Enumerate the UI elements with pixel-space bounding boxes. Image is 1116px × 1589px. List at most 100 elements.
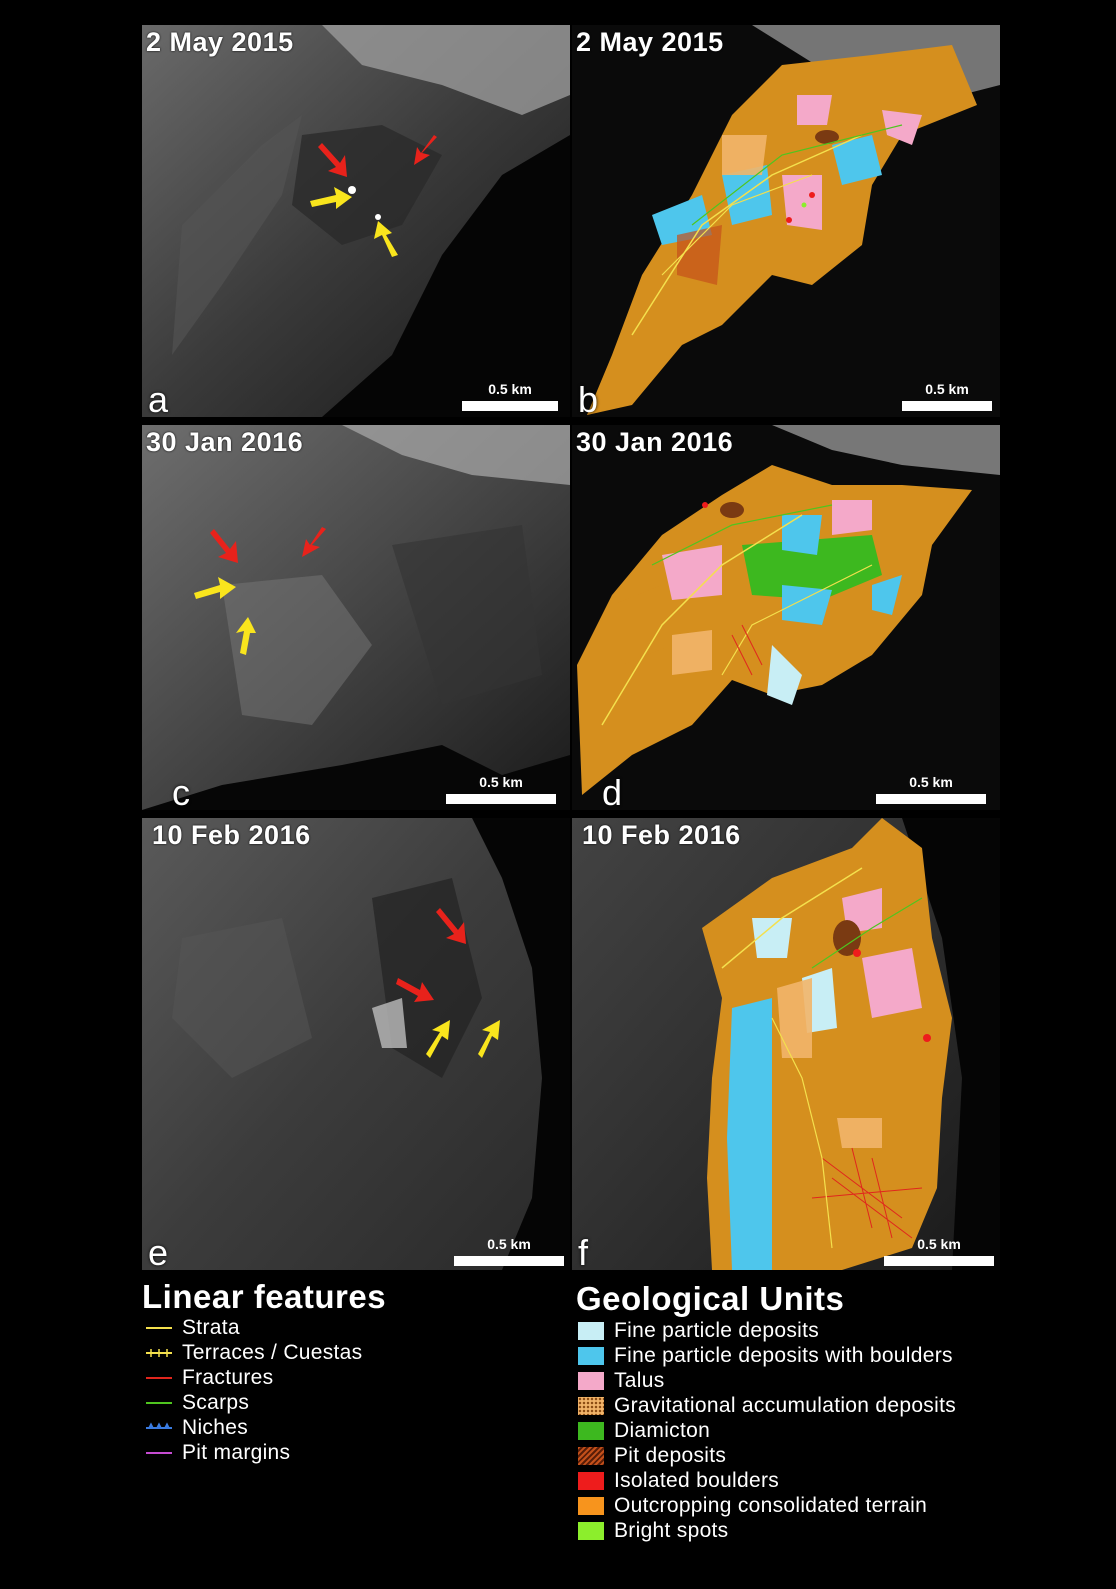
scale-label: 0.5 km — [917, 1236, 961, 1252]
legend-item-bright-spots: Bright spots — [578, 1518, 956, 1543]
legend-item-fine-particle-boulders: Fine particle deposits with boulders — [578, 1343, 956, 1368]
legend-label: Outcropping consolidated terrain — [614, 1493, 928, 1517]
panel-letter: f — [578, 1232, 589, 1270]
legend-item-fine-particle: Fine particle deposits — [578, 1318, 956, 1343]
fine-particle-swatch — [578, 1321, 604, 1340]
panel-b: 2 May 2015 b 0.5 km — [572, 25, 1000, 417]
panel-letter: c — [172, 772, 190, 810]
scale-bar-line — [884, 1256, 994, 1266]
panel-a: 2 May 2015 a 0.5 km — [142, 25, 570, 417]
scale-bar: 0.5 km — [902, 381, 992, 411]
arrows-e — [396, 908, 500, 1058]
scale-bar: 0.5 km — [876, 774, 986, 804]
linear-features-title: Linear features — [142, 1278, 387, 1315]
panel-letter: b — [578, 379, 599, 417]
legend-label: Fractures — [182, 1365, 274, 1389]
isolated-boulders-swatch — [578, 1471, 604, 1490]
legend-item-pit-margins: Pit margins — [146, 1440, 362, 1465]
geological-units-title: Geological Units — [576, 1280, 845, 1317]
scale-bar-line — [454, 1256, 564, 1266]
scale-bar: 0.5 km — [446, 774, 556, 804]
legend-label: Scarps — [182, 1390, 250, 1414]
red-arrow — [302, 527, 326, 557]
legend-label: Gravitational accumulation deposits — [614, 1393, 957, 1417]
red-arrow — [396, 978, 434, 1002]
scale-bar-line — [446, 794, 556, 804]
panel-date: 2 May 2015 — [146, 27, 294, 57]
scale-label: 0.5 km — [479, 774, 523, 790]
pit-deposits-swatch — [578, 1446, 604, 1465]
comet-image-e — [142, 818, 570, 1270]
legend-item-strata: Strata — [146, 1315, 362, 1340]
panel-date: 30 Jan 2016 — [146, 427, 304, 457]
talus-swatch — [578, 1371, 604, 1390]
fine-particle-boulders-swatch — [578, 1346, 604, 1365]
legend-label: Talus — [614, 1368, 665, 1392]
legend-item-outcropping: Outcropping consolidated terrain — [578, 1493, 956, 1518]
legend-label: Fine particle deposits — [614, 1318, 820, 1342]
yellow-arrow — [310, 187, 352, 209]
legend-item-niches: Niches — [146, 1415, 362, 1440]
yellow-arrow — [374, 221, 398, 257]
panel-letter: a — [148, 379, 169, 417]
pit-margin-line-icon — [146, 1446, 172, 1460]
scale-label: 0.5 km — [925, 381, 969, 397]
gravitational-swatch — [578, 1396, 604, 1415]
legend-item-terraces: Terraces / Cuestas — [146, 1340, 362, 1365]
panel-letter: d — [602, 772, 623, 810]
scarp-line-icon — [146, 1396, 172, 1410]
arrows-c — [194, 527, 326, 655]
panel-letter: e — [148, 1232, 169, 1270]
legend-item-pit-deposits: Pit deposits — [578, 1443, 956, 1468]
geological-map-b — [572, 25, 1000, 417]
diamicton-swatch — [578, 1421, 604, 1440]
legend-label: Niches — [182, 1415, 248, 1439]
scale-bar: 0.5 km — [454, 1236, 564, 1266]
legend-label: Fine particle deposits with boulders — [614, 1343, 953, 1367]
legend-item-scarps: Scarps — [146, 1390, 362, 1415]
panel-f: 10 Feb 2016 f 0.5 km — [572, 818, 1000, 1270]
scale-label: 0.5 km — [488, 381, 532, 397]
geological-map-d — [572, 425, 1000, 810]
legend-item-fractures: Fractures — [146, 1365, 362, 1390]
legend-label: Pit deposits — [614, 1443, 727, 1467]
panel-date: 2 May 2015 — [576, 27, 724, 57]
scale-bar: 0.5 km — [884, 1236, 994, 1266]
scale-bar-line — [902, 401, 992, 411]
legend-item-isolated-boulders: Isolated boulders — [578, 1468, 956, 1493]
legend-item-diamicton: Diamicton — [578, 1418, 956, 1443]
legend-item-talus: Talus — [578, 1368, 956, 1393]
legend-label: Terraces / Cuestas — [182, 1340, 363, 1364]
geological-units-legend: Fine particle deposits Fine particle dep… — [578, 1318, 956, 1543]
scale-label: 0.5 km — [487, 1236, 531, 1252]
scale-bar: 0.5 km — [462, 381, 558, 411]
niche-line-icon — [146, 1421, 172, 1435]
panel-date: 10 Feb 2016 — [152, 820, 311, 850]
geological-map-f — [572, 818, 1000, 1270]
panel-date: 30 Jan 2016 — [576, 427, 734, 457]
terrace-line-icon — [146, 1346, 172, 1360]
legend-label: Strata — [182, 1315, 240, 1339]
red-arrow — [414, 135, 437, 165]
scale-bar-line — [462, 401, 558, 411]
panel-c: 30 Jan 2016 c 0.5 km — [142, 425, 570, 810]
legend-label: Bright spots — [614, 1518, 729, 1542]
panel-date: 10 Feb 2016 — [582, 820, 741, 850]
scale-label: 0.5 km — [909, 774, 953, 790]
red-arrow — [210, 529, 238, 563]
panel-d: 30 Jan 2016 d 0.5 km — [572, 425, 1000, 810]
red-arrow — [318, 143, 347, 177]
panel-e: 10 Feb 2016 e 0.5 km — [142, 818, 570, 1270]
yellow-arrow — [194, 577, 236, 599]
outcropping-swatch — [578, 1496, 604, 1515]
linear-features-legend: Strata Terraces / Cuestas Fractures Scar… — [146, 1315, 362, 1465]
yellow-arrow — [426, 1020, 450, 1058]
arrows-a — [310, 135, 437, 257]
yellow-arrow — [478, 1020, 500, 1058]
yellow-arrow — [236, 617, 256, 655]
legend-item-gravitational: Gravitational accumulation deposits — [578, 1393, 956, 1418]
fracture-line-icon — [146, 1371, 172, 1385]
legend-label: Isolated boulders — [614, 1468, 780, 1492]
strata-line-icon — [146, 1321, 172, 1335]
comet-image-a — [142, 25, 570, 417]
